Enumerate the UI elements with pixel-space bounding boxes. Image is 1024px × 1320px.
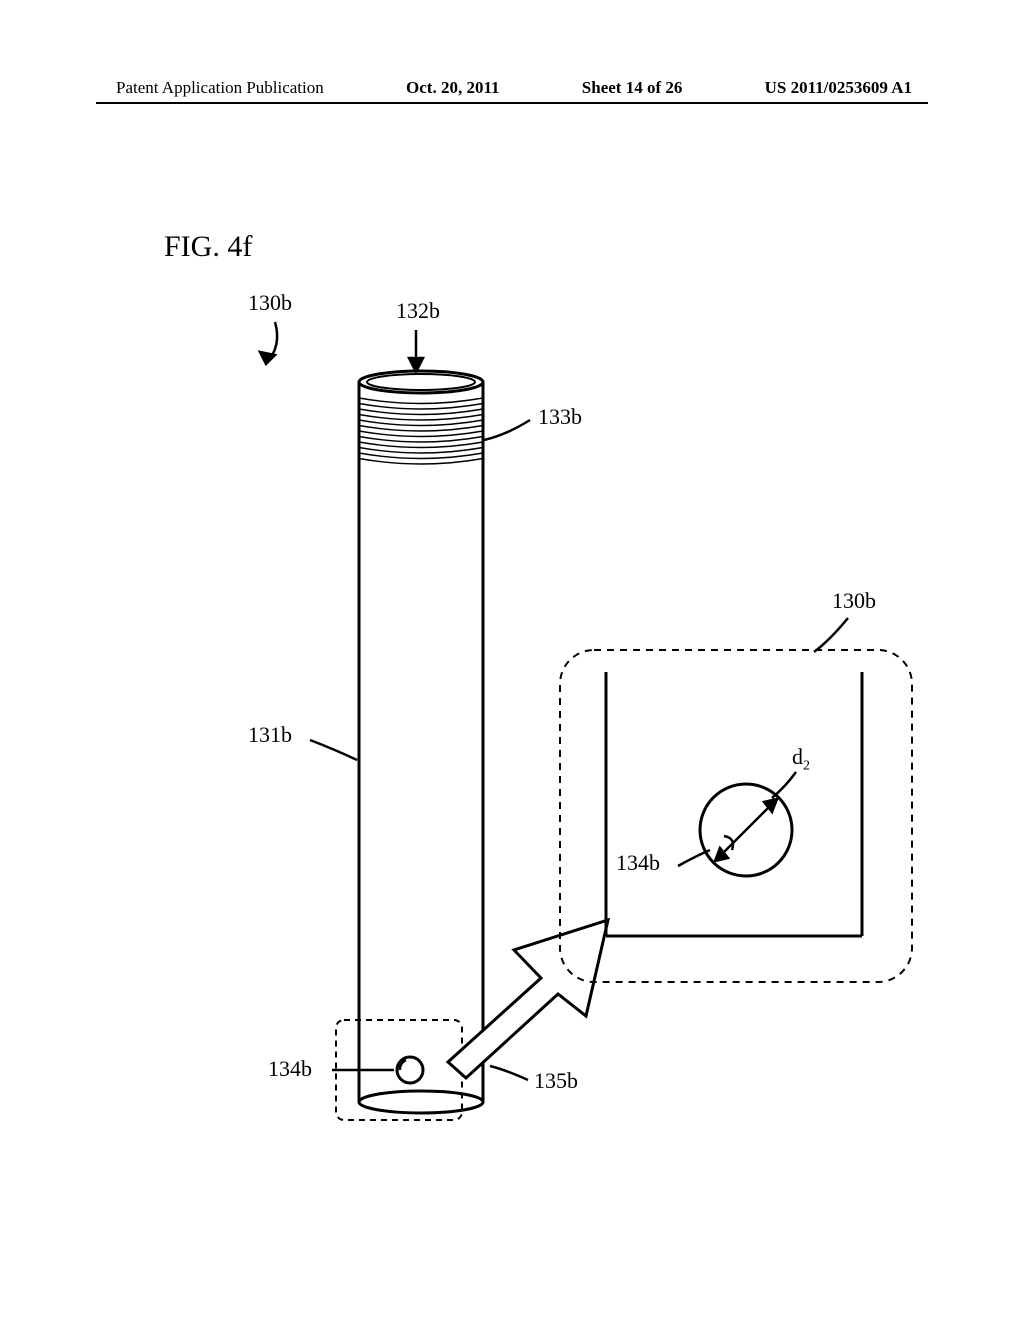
label-130b-right: 130b [832,588,876,614]
publication-number: US 2011/0253609 A1 [765,78,912,98]
label-134b-right: 134b [616,850,660,876]
label-132b: 132b [396,298,440,324]
label-d2: d2 [792,744,810,774]
label-133b: 133b [538,404,582,430]
label-130b-top: 130b [248,290,292,316]
label-131b: 131b [248,722,292,748]
header-divider [96,102,928,104]
label-134b-left: 134b [268,1056,312,1082]
sheet-number: Sheet 14 of 26 [582,78,683,98]
label-135b: 135b [534,1068,578,1094]
publication-date: Oct. 20, 2011 [406,78,500,98]
figure-4f: FIG. 4f [96,150,928,1150]
patent-header: Patent Application Publication Oct. 20, … [0,78,1024,98]
publication-label: Patent Application Publication [116,78,324,98]
tube-diagram [96,150,928,1150]
